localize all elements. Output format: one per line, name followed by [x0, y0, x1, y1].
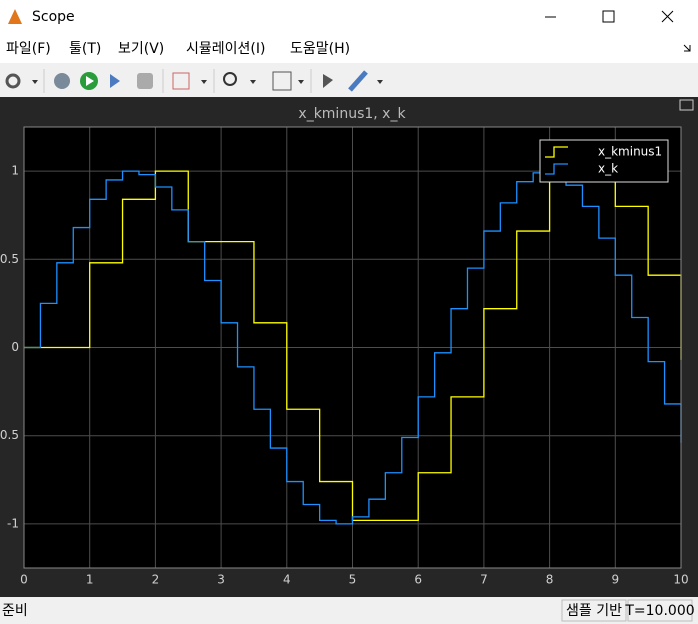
menu-bar [0, 33, 698, 63]
autoscale-button[interactable] [272, 71, 292, 91]
status-mode: 샘플 기반 [566, 603, 622, 619]
legend-swatch [545, 163, 568, 175]
x-tick-label: 8 [546, 573, 554, 587]
undock-button[interactable] [683, 44, 691, 52]
trigger-button[interactable] [323, 74, 333, 88]
x-tick-label: 7 [480, 573, 488, 587]
toolbar [0, 63, 698, 97]
menu-item[interactable]: 시뮬레이션(I) [186, 41, 265, 57]
status-bar [0, 597, 698, 624]
legend-swatch [545, 146, 568, 158]
x-tick-label: 0 [20, 573, 28, 587]
dropdown[interactable] [298, 80, 304, 84]
close-button[interactable] [661, 10, 674, 23]
y-tick-label: -1 [7, 516, 19, 530]
x-tick-label: 6 [414, 573, 422, 587]
status-field [561, 599, 627, 622]
y-tick-label: 0.5 [0, 252, 19, 266]
chart-title: x_kminus1, x_k [298, 106, 406, 122]
measure-button[interactable] [348, 70, 368, 92]
zoom-button[interactable] [223, 72, 237, 86]
x-tick-label: 4 [283, 573, 291, 587]
run-glyph [86, 76, 94, 86]
dropdown[interactable] [250, 80, 256, 84]
x-tick-label: 10 [673, 573, 688, 587]
window-title: Scope [32, 9, 75, 25]
axes-frame [23, 126, 682, 569]
title-bar [0, 0, 698, 33]
menu-item[interactable]: 도움말(H) [290, 41, 350, 57]
legend-label: x_kminus1 [598, 145, 662, 159]
menu-item[interactable]: 파일(F) [6, 41, 51, 57]
series-line [24, 170, 682, 525]
step-forward-button[interactable] [110, 74, 120, 88]
maximize-button[interactable] [602, 10, 615, 23]
step-back-button[interactable] [54, 73, 70, 89]
status-text: 준비 [2, 603, 28, 619]
menu-item[interactable]: 보기(V) [118, 41, 164, 57]
panel-undock[interactable] [679, 99, 694, 111]
x-tick-label: 2 [152, 573, 160, 587]
status-field [627, 599, 693, 622]
settings-button[interactable] [5, 73, 21, 89]
stop-button[interactable] [137, 73, 153, 89]
x-tick-label: 5 [349, 573, 357, 587]
status-time: T=10.000 [624, 603, 694, 619]
dropdown[interactable] [32, 80, 38, 84]
y-tick-label: 0 [11, 340, 19, 354]
legend-label: x_k [598, 162, 618, 176]
dropdown[interactable] [201, 80, 207, 84]
x-tick-label: 3 [217, 573, 225, 587]
dropdown[interactable] [377, 80, 383, 84]
app-icon [8, 9, 22, 24]
y-tick-label: -0.5 [0, 428, 19, 442]
x-tick-label: 1 [86, 573, 94, 587]
x-tick-label: 9 [611, 573, 619, 587]
menu-item[interactable]: 툴(T) [69, 41, 101, 57]
y-tick-label: 1 [11, 164, 19, 178]
highlight-button[interactable] [172, 72, 190, 90]
